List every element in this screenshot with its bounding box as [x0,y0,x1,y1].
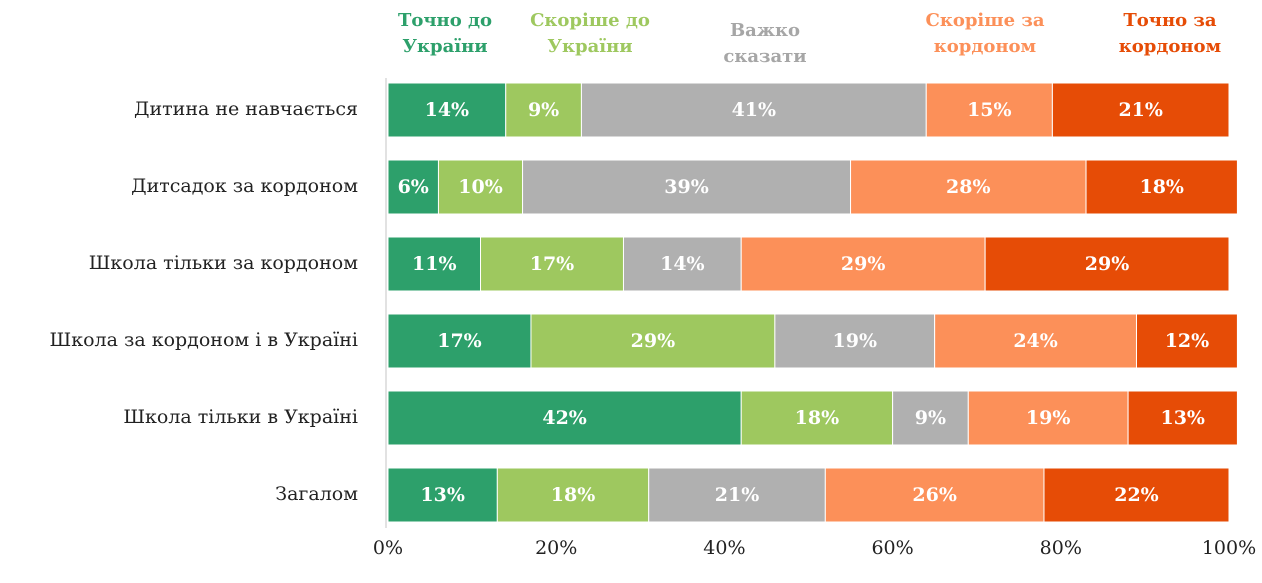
legend-entry: Скоріше до України [530,10,650,57]
value-label: 19% [833,330,878,352]
bar-segment [387,159,439,215]
x-tick-label: 40% [703,537,745,559]
category-label: Дитина не навчається [134,98,358,120]
value-label: 18% [1139,176,1184,198]
bar-segment [387,390,742,446]
bar-segment [984,236,1230,292]
legend-entry: Скоріше за кордоном [925,10,1045,57]
bar-segment [967,390,1129,446]
value-label: 18% [795,407,840,429]
bar-segment [1127,390,1238,446]
value-label: 10% [458,176,503,198]
bar-segment [934,313,1137,369]
bar-segment [824,467,1045,523]
bar-segment [740,390,894,446]
value-label: 17% [530,253,575,275]
value-label: 17% [437,330,482,352]
value-label: 29% [1085,253,1130,275]
bar-segment [1051,82,1230,138]
bar-segment [850,159,1087,215]
bar-segment [1135,313,1238,369]
category-label: Школа за кордоном і в Україні [50,329,358,351]
bar-segment [480,236,624,292]
legend-entry: Точно за кордоном [1118,10,1222,57]
legend-entry: Точно до України [397,10,493,57]
bar-segment [622,236,742,292]
value-label: 13% [420,484,465,506]
value-label: 14% [425,99,470,121]
value-label: 12% [1165,330,1210,352]
bar-segment [505,82,582,138]
bar-segment [580,82,927,138]
value-label: 6% [398,176,429,198]
value-label: 28% [946,176,991,198]
value-label: 21% [1118,99,1163,121]
bar-segment [387,313,532,369]
x-tick-label: 100% [1202,537,1256,559]
value-label: 21% [715,484,760,506]
bar-segment [387,467,498,523]
legend-entry: Важко сказати [723,20,807,67]
value-label: 9% [915,407,946,429]
bar-segment [496,467,650,523]
category-label: Школа тільки в Україні [123,406,358,428]
bar-segment [892,390,969,446]
x-tick-label: 80% [1040,537,1082,559]
value-label: 9% [528,99,559,121]
bar-segment [648,467,826,523]
category-label: Дитсадок за кордоном [131,175,358,197]
value-label: 13% [1160,407,1205,429]
value-label: 11% [412,253,457,275]
category-label: Школа тільки за кордоном [89,252,358,274]
bar-segment [1085,159,1238,215]
bar-segment [774,313,936,369]
x-tick-label: 20% [535,537,577,559]
value-label: 29% [841,253,886,275]
value-label: 19% [1026,407,1071,429]
value-label: 22% [1114,484,1159,506]
bar-segment [387,236,482,292]
value-label: 14% [660,253,705,275]
value-label: 15% [967,99,1012,121]
bar-segment [530,313,776,369]
value-label: 41% [732,99,777,121]
value-label: 39% [664,176,709,198]
bar-segment [522,159,852,215]
category-label: Загалом [275,483,358,505]
value-label: 24% [1013,330,1058,352]
value-label: 42% [542,407,587,429]
value-label: 29% [631,330,676,352]
x-tick-label: 60% [871,537,913,559]
value-label: 18% [551,484,596,506]
x-tick-label: 0% [373,537,403,559]
value-label: 26% [912,484,957,506]
bar-segment [1043,467,1230,523]
bar-segment [740,236,986,292]
